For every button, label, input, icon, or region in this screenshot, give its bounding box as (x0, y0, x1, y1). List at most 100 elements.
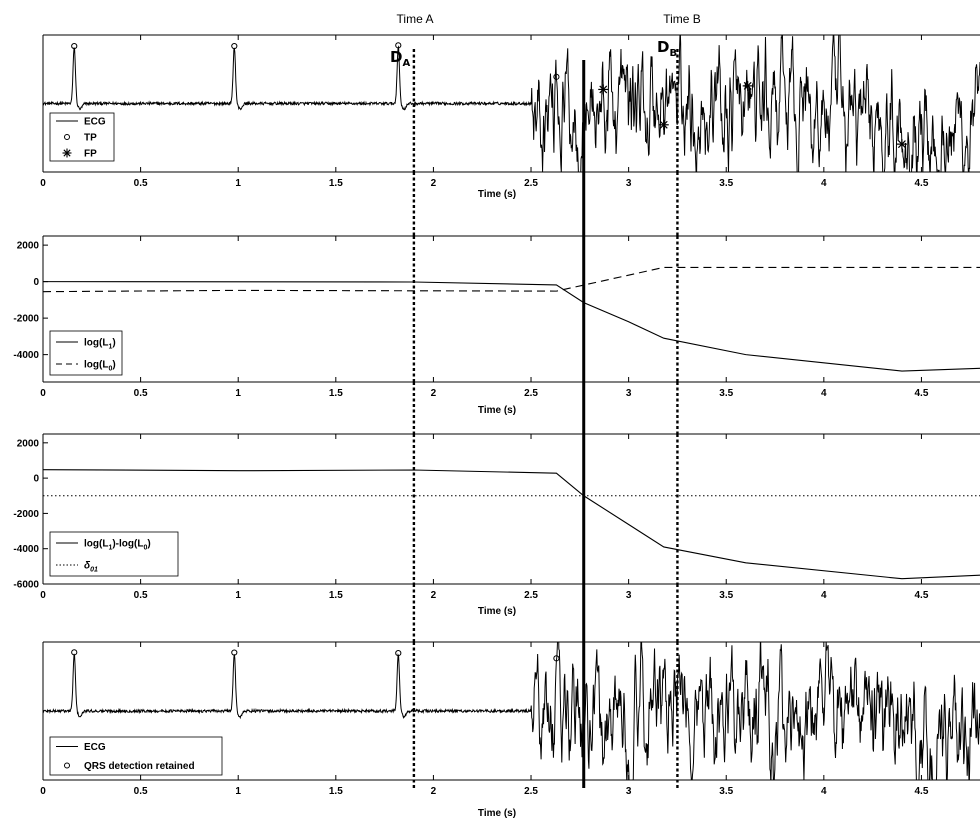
x-tick-label: 1.5 (329, 388, 343, 399)
x-tick-label: 0.5 (134, 786, 148, 797)
legend-swatch (62, 148, 72, 158)
legend-label: ECG (84, 117, 106, 128)
x-tick-label: 2.5 (524, 590, 538, 601)
x-tick-label: 4 (821, 786, 827, 797)
time-b-label: Time B (663, 12, 701, 26)
series-line-0 (43, 281, 980, 372)
legend-swatch (64, 134, 70, 140)
x-tick-label: 3.5 (719, 388, 733, 399)
legend-label: TP (84, 133, 97, 144)
legend: log(L1) log(L0) (49, 330, 123, 376)
x-tick-label: 0 (40, 590, 46, 601)
da-marker-label: DA (390, 48, 410, 69)
x-tick-label: 4.5 (914, 590, 928, 601)
x-tick-label: 3 (626, 388, 632, 399)
legend-label: log(L0) (84, 360, 116, 373)
x-tick-label: 0 (40, 178, 46, 189)
y-tick-label: 0 (33, 474, 39, 485)
x-tick-label: 1 (235, 178, 241, 189)
x-tick-label: 4.5 (914, 388, 928, 399)
y-tick-label: -2000 (13, 314, 39, 325)
x-tick-label: 1.5 (329, 178, 343, 189)
series-ecg-line (43, 35, 980, 172)
x-tick-label: 1 (235, 786, 241, 797)
panel-ecg_top: 0 0.5 1 1.5 2 2.5 3 3.5 4 4.5 Time (s) ECG TP FP (40, 34, 980, 200)
legend: ECG QRS detection retained (49, 736, 223, 776)
db-marker-main: D (657, 38, 669, 56)
x-tick-label: 3.5 (719, 178, 733, 189)
y-tick-label: 2000 (17, 241, 40, 252)
legend-label: log(L1) (84, 338, 116, 351)
legend-label: QRS detection retained (84, 761, 195, 772)
time-a-label: Time A (397, 12, 434, 26)
x-axis-label: Time (s) (478, 606, 516, 617)
series-ecg-line (43, 642, 980, 780)
panel-log_likelihood_ratio: 0 0.5 1 1.5 2 2.5 3 3.5 4 4.5 2000 0 -2000 -4000 -6000… (13, 433, 980, 617)
fp-marker (598, 84, 609, 95)
x-tick-label: 4.5 (914, 786, 928, 797)
tp-marker (71, 649, 78, 656)
legend-box (49, 531, 179, 577)
y-tick-label: -2000 (13, 509, 39, 520)
plot-area (43, 469, 980, 580)
plot-area (43, 642, 980, 780)
x-tick-label: 0.5 (134, 388, 148, 399)
x-tick-label: 4 (821, 178, 827, 189)
x-tick-label: 4 (821, 388, 827, 399)
x-tick-label: 0 (40, 388, 46, 399)
legend: ECG TP FP (49, 112, 115, 162)
x-tick-label: 3 (626, 590, 632, 601)
panel-log_likelihoods: 0 0.5 1 1.5 2 2.5 3 3.5 4 4.5 2000 0 -2000 -4000 Time … (13, 235, 980, 416)
fp-marker (658, 119, 669, 130)
tp-marker (395, 650, 402, 657)
x-axis-label: Time (s) (478, 189, 516, 200)
y-tick-label: -4000 (13, 350, 39, 361)
x-tick-label: 3 (626, 786, 632, 797)
x-tick-label: 3.5 (719, 786, 733, 797)
x-tick-label: 3.5 (719, 590, 733, 601)
tp-marker (395, 42, 402, 49)
legend-box (49, 736, 223, 776)
plot-area (43, 266, 980, 372)
y-tick-label: -4000 (13, 544, 39, 555)
legend-label: FP (84, 149, 97, 160)
x-tick-label: 0.5 (134, 590, 148, 601)
db-marker-label: DB (657, 38, 677, 59)
x-tick-label: 2.5 (524, 786, 538, 797)
fp-marker (896, 139, 907, 150)
legend-label: ECG (84, 742, 106, 753)
x-tick-label: 0.5 (134, 178, 148, 189)
x-axis-label: Time (s) (478, 808, 516, 819)
x-tick-label: 1 (235, 388, 241, 399)
legend: log(L1)-log(L0) δ01 (49, 531, 179, 577)
tp-marker (71, 42, 78, 50)
x-tick-label: 1.5 (329, 786, 343, 797)
x-tick-label: 2.5 (524, 178, 538, 189)
x-tick-label: 0 (40, 786, 46, 797)
y-tick-label: 2000 (17, 438, 40, 449)
panel-ecg_bottom: 0 0.5 1 1.5 2 2.5 3 3.5 4 4.5 Time (s) ECG QRS detec… (40, 641, 980, 819)
db-marker-sub: B (669, 48, 677, 59)
x-tick-label: 2 (431, 388, 437, 399)
plot-area (43, 35, 980, 172)
da-marker-sub: A (402, 58, 410, 69)
y-tick-label: -6000 (13, 580, 39, 591)
x-tick-label: 2 (431, 590, 437, 601)
x-tick-label: 3 (626, 178, 632, 189)
tp-marker (231, 649, 238, 656)
x-tick-label: 4.5 (914, 178, 928, 189)
tp-marker (553, 73, 560, 80)
y-tick-label: 0 (33, 277, 39, 288)
x-axis-label: Time (s) (478, 405, 516, 416)
tp-marker (231, 42, 238, 50)
x-tick-label: 1.5 (329, 590, 343, 601)
series-line-0 (43, 469, 980, 580)
legend-box (49, 330, 123, 376)
x-tick-label: 2 (431, 786, 437, 797)
x-tick-label: 1 (235, 590, 241, 601)
tp-marker (553, 655, 560, 662)
fp-marker (742, 80, 753, 91)
x-tick-label: 4 (821, 590, 827, 601)
